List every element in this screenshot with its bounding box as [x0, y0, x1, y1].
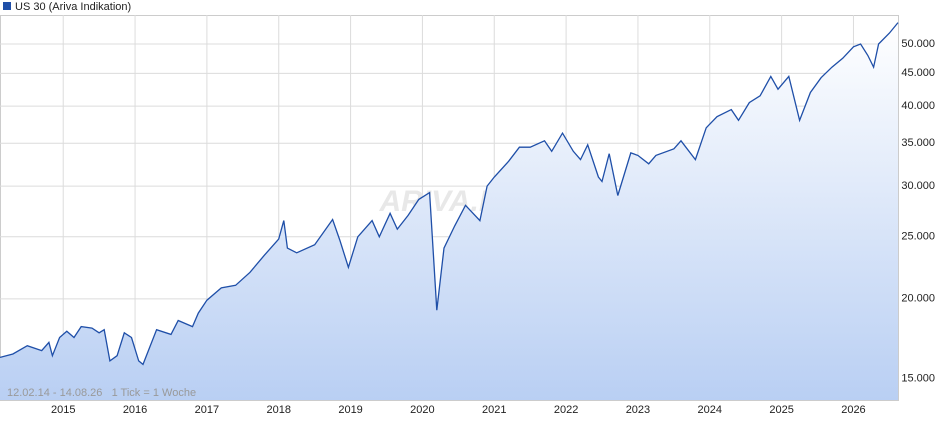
x-tick-label: 2026: [841, 404, 865, 416]
y-tick-label: 30.000: [901, 180, 935, 192]
area: [0, 22, 898, 400]
x-tick-label: 2022: [554, 404, 578, 416]
line: [0, 22, 899, 366]
y-tick-label: 35.000: [901, 137, 935, 149]
x-tick-label: 2024: [698, 404, 722, 416]
footnote: 12.02.14 - 14.08.26 1 Tick = 1 Woche: [7, 387, 196, 399]
y-tick-label: 25.000: [901, 231, 935, 243]
y-tick-label: 40.000: [901, 100, 935, 112]
y-tick-label: 45.000: [901, 67, 935, 79]
legend-label: US 30 (Ariva Indikation): [15, 1, 131, 13]
x-tick-label: 2021: [482, 404, 506, 416]
legend-swatch: [3, 2, 11, 10]
x-tick-label: 2023: [626, 404, 650, 416]
x-tick-label: 2017: [195, 404, 219, 416]
y-tick-label: 50.000: [901, 38, 935, 50]
x-tick-label: 2015: [51, 404, 75, 416]
x-tick-label: 2016: [123, 404, 147, 416]
x-tick-label: 2025: [769, 404, 793, 416]
y-tick-label: 20.000: [901, 293, 935, 305]
x-tick-label: 2018: [266, 404, 290, 416]
x-tick-label: 2019: [338, 404, 362, 416]
y-tick-label: 15.000: [901, 373, 935, 385]
x-tick-label: 2020: [410, 404, 434, 416]
